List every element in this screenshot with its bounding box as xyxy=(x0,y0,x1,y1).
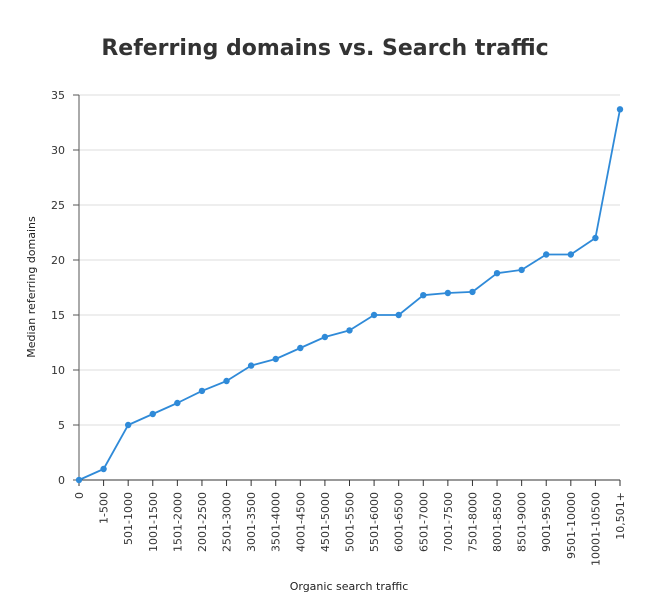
y-axis-ticks: 0 5 10 15 20 25 30 35 xyxy=(51,89,79,487)
data-point xyxy=(247,362,255,369)
x-tick-label: 1-500 xyxy=(98,492,111,524)
y-axis-label: Median referring domains xyxy=(25,216,38,358)
x-tick-label: 10,501+ xyxy=(614,492,627,540)
x-tick-label: 8501-9000 xyxy=(516,492,529,552)
y-tick-label: 5 xyxy=(58,419,65,432)
data-point xyxy=(567,251,575,258)
data-point xyxy=(124,421,132,429)
x-tick-label: 0 xyxy=(73,492,86,499)
y-tick-label: 30 xyxy=(51,144,65,157)
chart-title: Referring domains vs. Search traffic xyxy=(101,36,549,61)
x-tick-label: 3501-4000 xyxy=(270,492,283,552)
data-point xyxy=(444,289,452,297)
data-point xyxy=(370,311,378,319)
data-point xyxy=(149,410,156,418)
x-tick-label: 6001-6500 xyxy=(393,492,406,552)
x-tick-label: 501-1000 xyxy=(122,492,135,545)
data-point xyxy=(321,333,329,341)
data-point xyxy=(395,311,402,319)
series-line-group xyxy=(75,106,624,484)
y-tick-label: 35 xyxy=(51,89,65,102)
x-tick-label: 2001-2500 xyxy=(196,492,209,552)
y-tick-label: 15 xyxy=(51,309,65,322)
data-point xyxy=(616,106,624,113)
x-tick-label: 7001-7500 xyxy=(442,492,455,552)
data-point xyxy=(100,465,107,473)
data-point xyxy=(518,266,525,274)
x-tick-label: 4501-5000 xyxy=(319,492,332,552)
y-tick-label: 0 xyxy=(58,474,65,487)
x-tick-label: 4001-4500 xyxy=(294,492,307,552)
data-point xyxy=(75,476,83,484)
x-tick-label: 5501-6000 xyxy=(368,492,381,552)
data-point xyxy=(223,377,230,385)
x-tick-label: 3001-3500 xyxy=(245,492,258,552)
data-point xyxy=(174,399,181,407)
x-tick-label: 1001-1500 xyxy=(147,492,160,552)
data-point xyxy=(198,387,206,395)
data-point xyxy=(346,327,353,334)
x-tick-label: 5001-5500 xyxy=(344,492,357,552)
x-tick-label: 8001-8500 xyxy=(491,492,504,552)
series-line xyxy=(78,109,621,481)
x-tick-label: 10001-10500 xyxy=(589,492,602,566)
data-point xyxy=(493,270,501,277)
x-tick-label: 6501-7000 xyxy=(417,492,430,552)
data-point xyxy=(469,288,476,296)
x-tick-label: 9001-9500 xyxy=(540,492,553,552)
data-point xyxy=(543,251,550,258)
data-point xyxy=(297,344,304,352)
x-axis-ticks: 0 1-500 501-1000 1001-1500 1501-2000 2001-250… xyxy=(73,480,627,566)
data-point xyxy=(420,292,427,299)
x-tick-label: 9501-10000 xyxy=(565,492,578,559)
x-tick-label: 2501-3000 xyxy=(221,492,234,552)
x-axis-label: Organic search traffic xyxy=(290,580,409,593)
y-tick-label: 20 xyxy=(51,254,65,267)
y-tick-label: 10 xyxy=(51,364,65,377)
x-tick-label: 7501-8000 xyxy=(466,492,479,552)
y-tick-label: 25 xyxy=(51,199,65,212)
x-tick-label: 1501-2000 xyxy=(171,492,184,552)
data-point xyxy=(272,355,279,363)
gridlines xyxy=(79,94,620,426)
data-point xyxy=(592,234,599,242)
